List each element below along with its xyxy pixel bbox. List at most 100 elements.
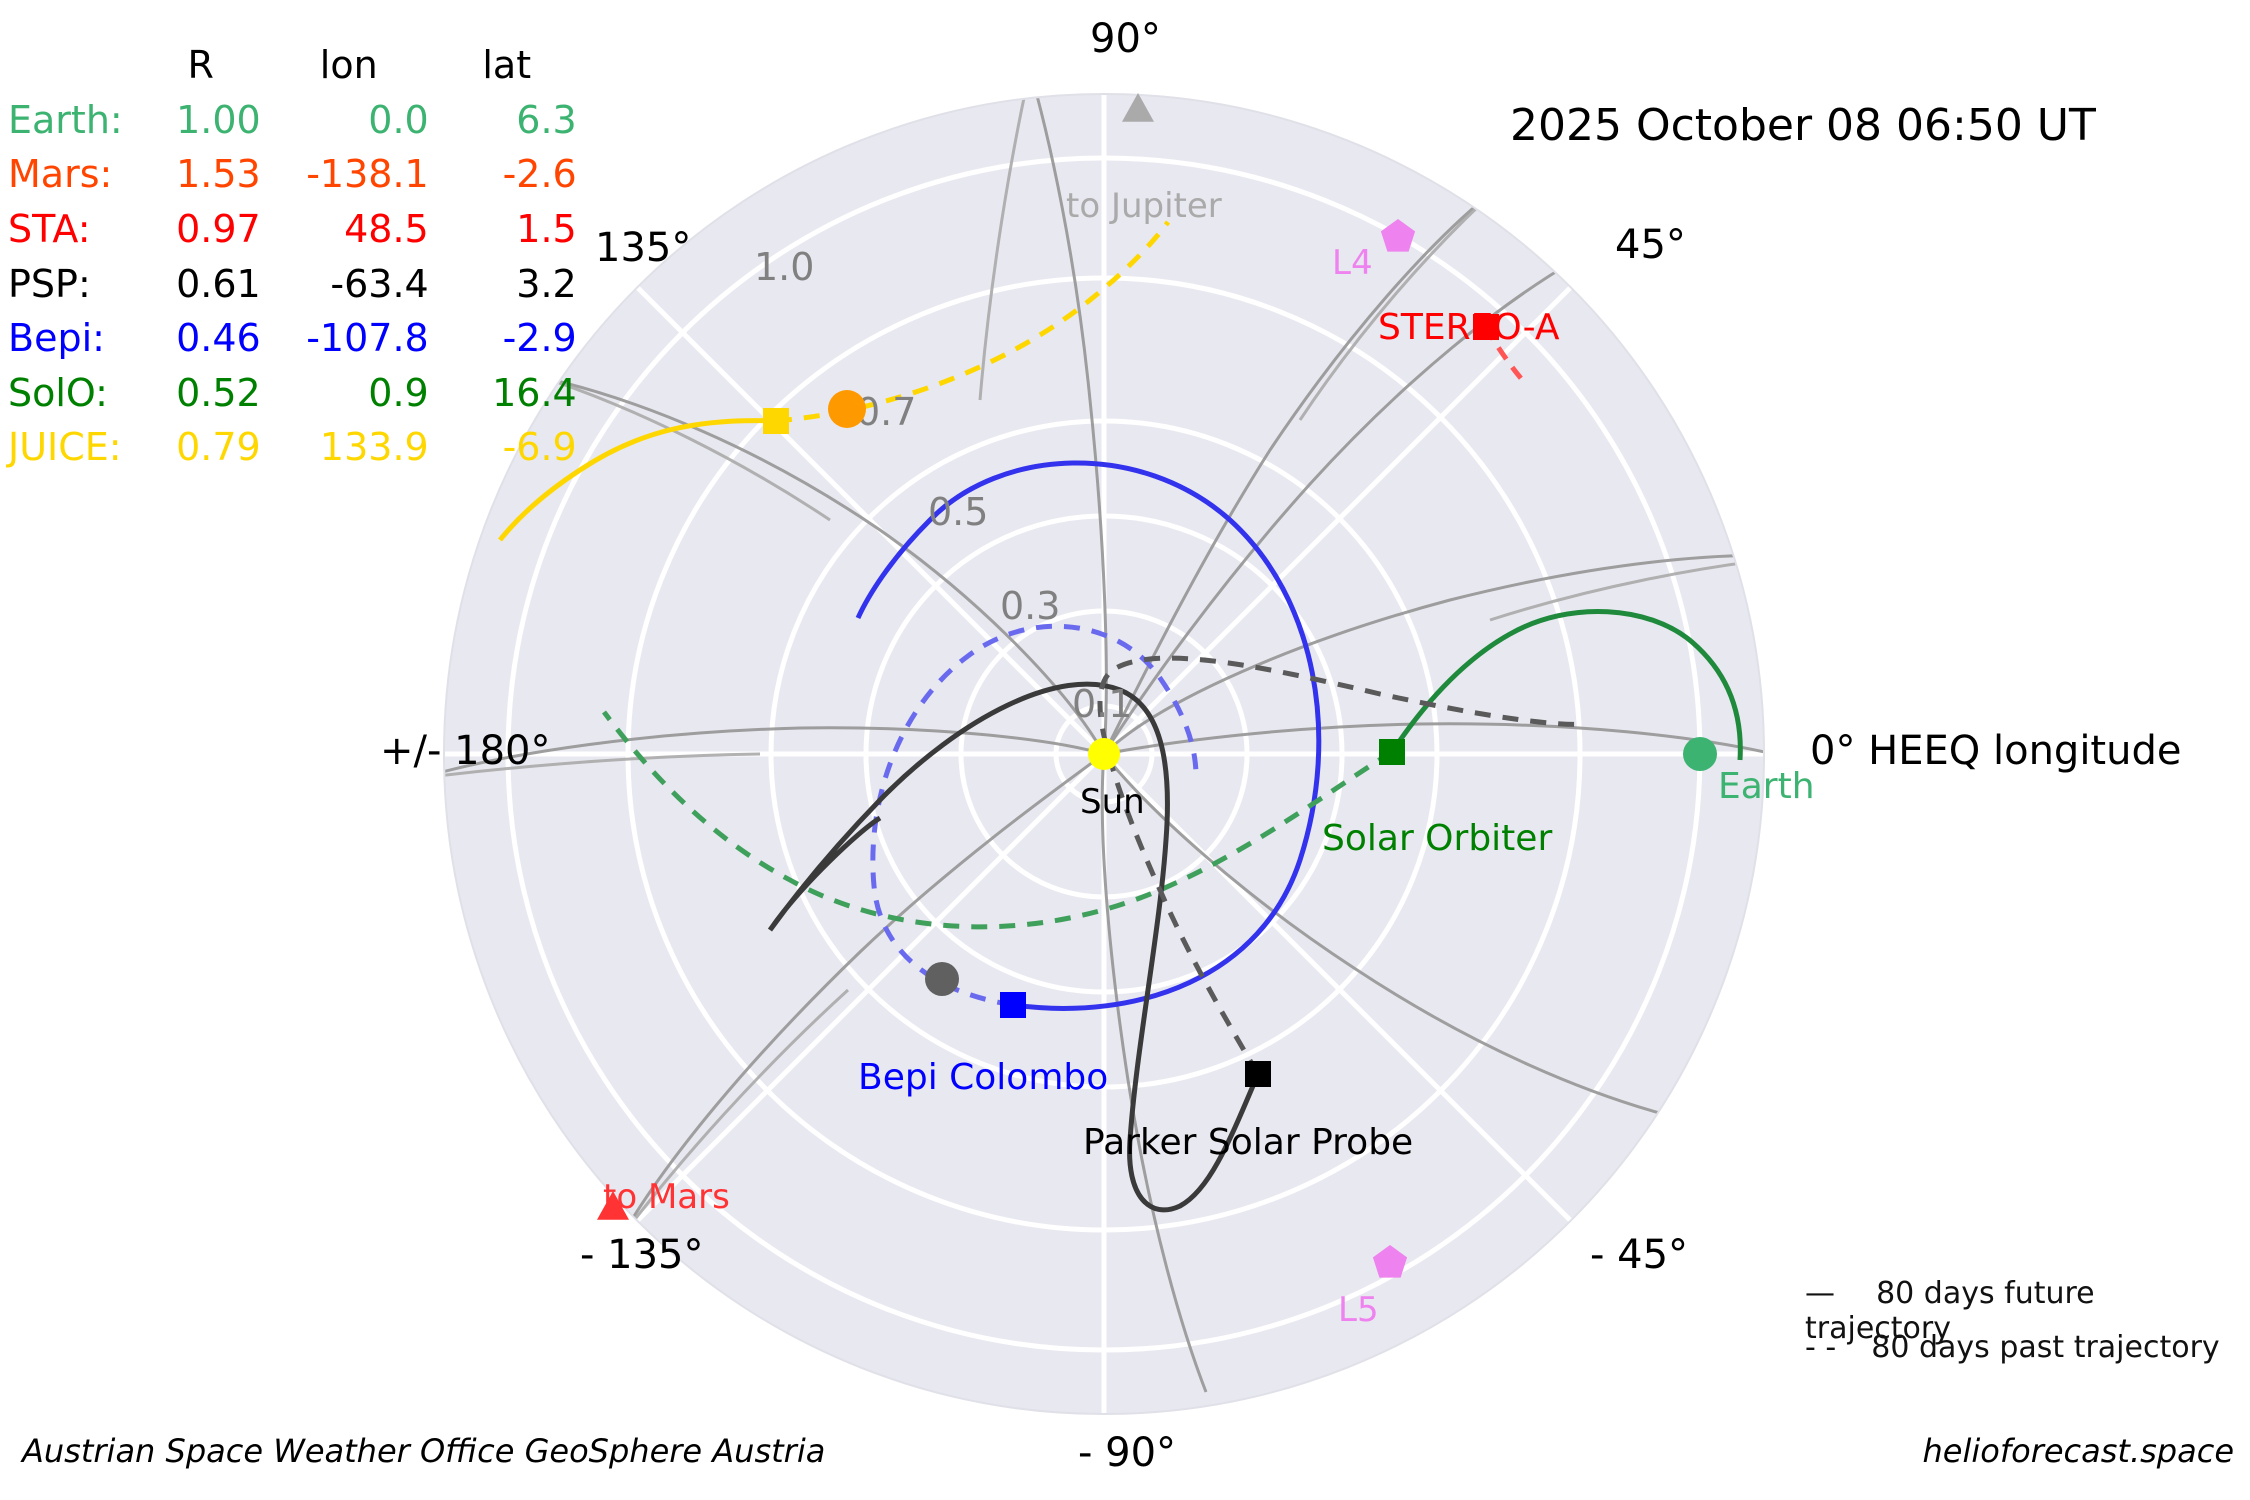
psp-future-trajectory xyxy=(767,681,1261,1213)
position-cell-lat: -6.9 xyxy=(502,425,577,470)
earth-label: Earth xyxy=(1718,766,1815,807)
angle-label-degm45: - 45° xyxy=(1590,1232,1689,1278)
radial-tick-label-0_1: 0.1 xyxy=(1072,682,1133,726)
radial-tick-label-0_5: 0.5 xyxy=(928,490,989,534)
bepi-colombo-marker[interactable] xyxy=(1000,992,1026,1018)
l5-label: L5 xyxy=(1338,1290,1379,1330)
to-mars-marker[interactable] xyxy=(597,1191,629,1220)
radial-tick-label-1_0: 1.0 xyxy=(754,245,815,289)
to-jupiter-marker[interactable] xyxy=(1122,93,1154,122)
sun-marker[interactable] xyxy=(1088,738,1120,770)
angle-label-degm90: - 90° xyxy=(1078,1430,1177,1476)
venus-marker[interactable] xyxy=(828,390,866,428)
position-table-row: PSP: 0.61 -63.4 3.2 xyxy=(8,257,577,312)
radial-tick-label-0_3: 0.3 xyxy=(1000,584,1061,628)
position-cell-name: Mars: xyxy=(8,152,113,197)
position-cell-r: 1.53 xyxy=(176,152,261,197)
to-mars-label: to Mars xyxy=(603,1177,730,1217)
position-table-row: STA: 0.97 48.5 1.5 xyxy=(8,202,577,257)
position-cell-name: Earth: xyxy=(8,97,123,142)
parker-solar-probe-marker[interactable] xyxy=(1245,1061,1271,1087)
l5-marker[interactable] xyxy=(1372,1245,1408,1278)
psp-past-trajectory xyxy=(1097,655,1587,1076)
juice-future-trajectory xyxy=(498,418,777,542)
position-cell-lon: 0.9 xyxy=(368,370,429,415)
position-cell-lat: -2.9 xyxy=(502,316,577,361)
trajectory-solar-orbiter xyxy=(602,609,1743,930)
position-cell-lon: 133.9 xyxy=(319,425,429,470)
bepi-future-trajectory xyxy=(855,460,1322,1011)
bepi-colombo-label: Bepi Colombo xyxy=(858,1057,1109,1098)
legend-past-label: 80 days past trajectory xyxy=(1871,1330,2220,1365)
position-cell-lat: 6.3 xyxy=(516,97,577,142)
sun-label: Sun xyxy=(1080,782,1145,822)
trajectory-bepi xyxy=(855,460,1322,1011)
position-cell-r: 0.79 xyxy=(176,425,261,470)
position-cell-name: STA: xyxy=(8,206,91,251)
position-cell-lat: -2.6 xyxy=(502,152,577,197)
position-cell-r: 0.52 xyxy=(176,370,261,415)
position-cell-r: 0.61 xyxy=(176,261,261,306)
position-cell-name: Bepi: xyxy=(8,316,105,361)
page-title: 2025 October 08 06:50 UT xyxy=(1510,100,2096,151)
position-table-row: Bepi: 0.46 -107.8 -2.9 xyxy=(8,311,577,366)
bepi-past-trajectory xyxy=(870,623,1199,1008)
position-table-header-r: R xyxy=(187,43,214,87)
position-table-header-lon: lon xyxy=(319,43,378,87)
position-table-row: Earth: 1.00 0.0 6.3 xyxy=(8,93,577,148)
mercury-marker[interactable] xyxy=(925,962,959,996)
legend-past-dash-icon: - - xyxy=(1805,1330,1837,1365)
juice-past-trajectory xyxy=(775,220,1171,424)
position-cell-name: JUICE: xyxy=(8,425,122,470)
position-cell-lon: -138.1 xyxy=(306,152,429,197)
position-cell-lat: 3.2 xyxy=(516,261,577,306)
trajectory-psp xyxy=(767,655,1587,1213)
position-table-header-lat: lat xyxy=(482,43,532,87)
solo-future-trajectory xyxy=(1389,609,1743,761)
earth-marker[interactable] xyxy=(1683,737,1717,771)
position-cell-r: 0.97 xyxy=(176,206,261,251)
parker-solar-probe-label: Parker Solar Probe xyxy=(1083,1122,1414,1163)
position-table-row: SolO: 0.52 0.9 16.4 xyxy=(8,366,577,421)
position-table-row: Mars: 1.53 -138.1 -2.6 xyxy=(8,147,577,202)
solar-orbiter-marker[interactable] xyxy=(1379,739,1405,765)
legend-future-dash-icon: — xyxy=(1805,1276,1835,1311)
footer-left: Austrian Space Weather Office GeoSphere … xyxy=(22,1432,826,1470)
polar-curved-gridlines xyxy=(505,155,1703,1353)
position-cell-name: PSP: xyxy=(8,261,91,306)
angle-label-degm135: - 135° xyxy=(580,1232,704,1278)
polar-angle-gridlines xyxy=(444,94,1764,1414)
parker-spiral-lines xyxy=(444,94,1764,1393)
position-cell-lon: -107.8 xyxy=(306,316,429,361)
angle-label-deg135: 135° xyxy=(595,225,692,271)
angle-label-deg180: +/- 180° xyxy=(380,728,551,774)
position-cell-lon: -63.4 xyxy=(330,261,429,306)
legend-future-label: 80 days future trajectory xyxy=(1805,1276,2095,1346)
angle-label-deg45: 45° xyxy=(1615,222,1686,268)
position-cell-lat: 1.5 xyxy=(516,206,577,251)
legend-past-row: - - 80 days past trajectory xyxy=(1805,1330,2220,1365)
to-jupiter-label: to Jupiter xyxy=(1066,186,1222,226)
l4-marker[interactable] xyxy=(1380,219,1416,252)
position-table-row: JUICE: 0.79 133.9 -6.9 xyxy=(8,420,577,475)
angle-label-deg90: 90° xyxy=(1090,16,1161,62)
position-cell-lat: 16.4 xyxy=(492,370,577,415)
solar-orbiter-label: Solar Orbiter xyxy=(1322,818,1553,859)
stereo-a-marker[interactable] xyxy=(1473,314,1499,340)
legend-future-row: — 80 days future trajectory xyxy=(1805,1276,2250,1346)
radial-tick-label-0_7: 0.7 xyxy=(856,390,917,434)
trajectory-juice xyxy=(498,220,1171,542)
position-cell-r: 0.46 xyxy=(176,316,261,361)
l4-label: L4 xyxy=(1332,243,1373,283)
position-cell-r: 1.00 xyxy=(176,97,261,142)
plot-disc-outline xyxy=(443,93,1765,1415)
parker-spiral-outer-lines xyxy=(444,94,1764,1237)
angle-label-deg0: 0° HEEQ longitude xyxy=(1810,728,2182,774)
position-cell-name: SolO: xyxy=(8,370,108,415)
juice-marker[interactable] xyxy=(763,408,789,434)
stereo-a-label: STEREO-A xyxy=(1378,307,1560,348)
